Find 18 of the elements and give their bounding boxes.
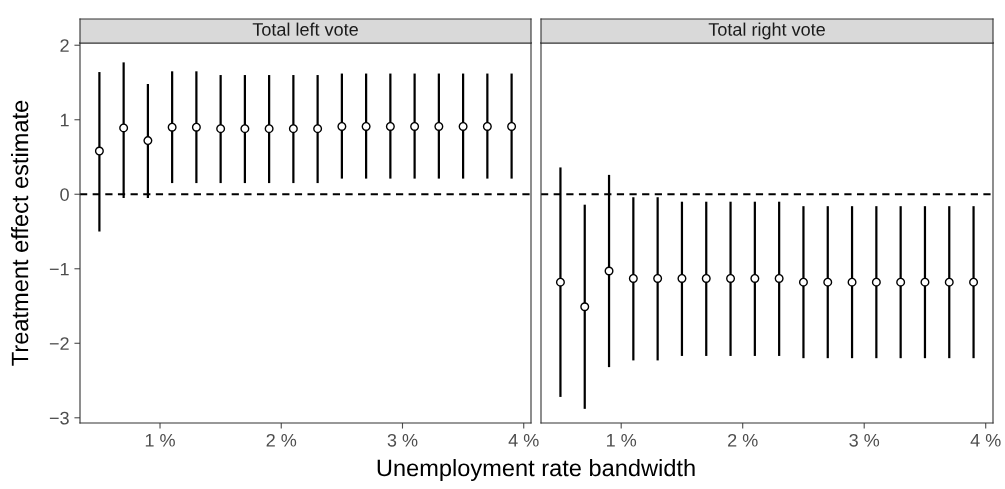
y-tick-label: −2	[49, 337, 69, 350]
x-tick-label: 4 %	[508, 433, 539, 447]
y-tick-label: −3	[49, 411, 69, 425]
y-tick-label: −1	[49, 262, 69, 276]
x-tick-label: 1 %	[607, 433, 637, 447]
chart-title: Total right vote	[708, 22, 825, 40]
x-axis-title: Unemployment rate bandwidth	[377, 458, 695, 481]
x-tick-label: 2 %	[266, 433, 297, 447]
y-tick-label: 0	[60, 188, 69, 201]
y-tick-label: 2	[60, 39, 69, 52]
x-tick-label: 2 %	[728, 433, 758, 447]
x-tick-label: 3 %	[387, 433, 418, 447]
chart-title: Total left vote	[252, 22, 358, 36]
x-tick-label: 4 %	[970, 433, 1001, 447]
y-tick-label: 1	[60, 113, 69, 127]
y-axis-title: Treatment effect estimate	[11, 100, 29, 366]
x-tick-label: 3 %	[849, 433, 880, 447]
x-tick-label: 1 %	[145, 433, 175, 447]
